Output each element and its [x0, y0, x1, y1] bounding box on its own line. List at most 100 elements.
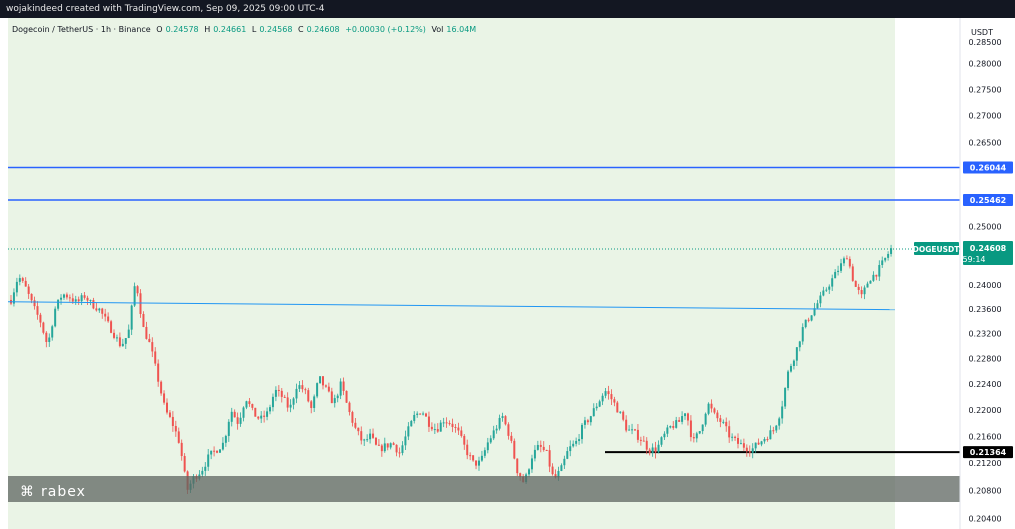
candle-body: [183, 456, 186, 472]
close-label: C: [297, 25, 304, 34]
axis-tick-label: 0.21200: [968, 459, 1001, 468]
candle-body: [180, 442, 183, 457]
candle-body: [601, 395, 604, 402]
rabex-logo-icon: ⌘: [20, 484, 35, 500]
candle-body: [342, 381, 345, 391]
candle-body: [133, 286, 136, 306]
high-label: H: [204, 25, 211, 34]
candle-body: [224, 435, 227, 443]
candle-body: [236, 417, 239, 424]
candle-body: [301, 385, 304, 390]
candle-body: [68, 297, 71, 299]
candle-body: [463, 435, 466, 445]
candle-body: [427, 416, 430, 427]
low-label: L: [251, 25, 257, 34]
candle-body: [148, 338, 151, 343]
candle-body: [825, 289, 828, 291]
candle-body: [395, 444, 398, 453]
candle-body: [339, 381, 342, 396]
candle-body: [327, 386, 330, 392]
candle-body: [695, 433, 698, 439]
candle-body: [704, 413, 707, 425]
candle-body: [604, 391, 607, 396]
candle-body: [610, 394, 613, 400]
candle-body: [413, 414, 416, 421]
candle-body: [545, 449, 548, 451]
candle-body: [366, 439, 369, 441]
candle-body: [636, 429, 639, 440]
candle-body: [792, 360, 795, 366]
top-bar: wojakindeed created with TradingView.com…: [0, 0, 1015, 18]
candle-body: [854, 280, 857, 287]
candle-body: [104, 313, 107, 317]
candle-body: [360, 431, 363, 441]
candle-body: [95, 308, 98, 311]
candle-body: [483, 450, 486, 456]
axis-tick-label: 0.20800: [968, 487, 1001, 496]
candle-body: [213, 450, 216, 452]
candle-body: [15, 281, 18, 293]
candle-body: [54, 308, 57, 327]
candle-body: [245, 401, 248, 408]
candle-body: [86, 297, 89, 301]
countdown-label: 59:14: [962, 255, 985, 264]
candle-body: [227, 421, 230, 436]
candle-body: [316, 383, 319, 397]
candle-body: [737, 437, 740, 444]
brand-watermark: ⌘ rabex: [20, 484, 86, 500]
candle-body: [310, 401, 313, 408]
candle-body: [642, 440, 645, 442]
candle-body: [842, 258, 845, 264]
candle-body: [321, 376, 324, 386]
candle-body: [142, 313, 145, 327]
candle-body: [12, 292, 15, 304]
candle-body: [216, 450, 219, 453]
axis-tick-label: 0.28500: [968, 38, 1001, 47]
candle-body: [204, 466, 207, 471]
candle-body: [286, 397, 289, 408]
candle-body: [528, 469, 531, 475]
chart-frame[interactable]: USDT 0.28500 0.28000 0.27500 0.27000 0.26500 0…: [0, 18, 1015, 529]
candle-body: [698, 431, 701, 434]
change-value: +0.00030 (+0.12%): [345, 25, 426, 34]
candle-body: [807, 319, 810, 321]
candle-body: [766, 439, 769, 441]
candle-body: [289, 404, 292, 408]
candle-body: [80, 295, 83, 302]
candle-body: [163, 393, 166, 403]
candle-body: [848, 258, 851, 267]
candle-body: [230, 411, 233, 422]
symbol-label[interactable]: Dogecoin / TetherUS · 1h · Binance: [12, 25, 151, 34]
candle-body: [274, 389, 277, 397]
candle-body: [631, 429, 634, 431]
candle-body: [675, 420, 678, 428]
candle-body: [445, 422, 448, 424]
candle-body: [760, 441, 763, 445]
candle-body: [207, 454, 210, 467]
axis-tick-label: 0.23200: [968, 330, 1001, 339]
candle-body: [837, 270, 840, 272]
candle-body: [669, 426, 672, 428]
candle-body: [648, 449, 651, 453]
candle-body: [775, 425, 778, 431]
candle-body: [107, 316, 110, 322]
candle-body: [374, 437, 377, 445]
candle-body: [619, 411, 622, 413]
candle-body: [616, 402, 619, 413]
candlesticks: [10, 244, 893, 494]
candle-body: [666, 427, 669, 434]
candle-body: [92, 300, 95, 309]
candle-body: [383, 443, 386, 452]
candle-body: [536, 444, 539, 450]
candle-body: [519, 473, 522, 477]
last-price-label: 0.24608: [970, 244, 1007, 253]
candle-body: [513, 440, 516, 459]
candle-body: [136, 286, 139, 294]
level-price-tag: [963, 446, 1013, 459]
candle-body: [101, 308, 104, 314]
candle-body: [678, 420, 681, 422]
low-value: 0.24568: [259, 25, 293, 34]
candle-body: [851, 266, 854, 281]
